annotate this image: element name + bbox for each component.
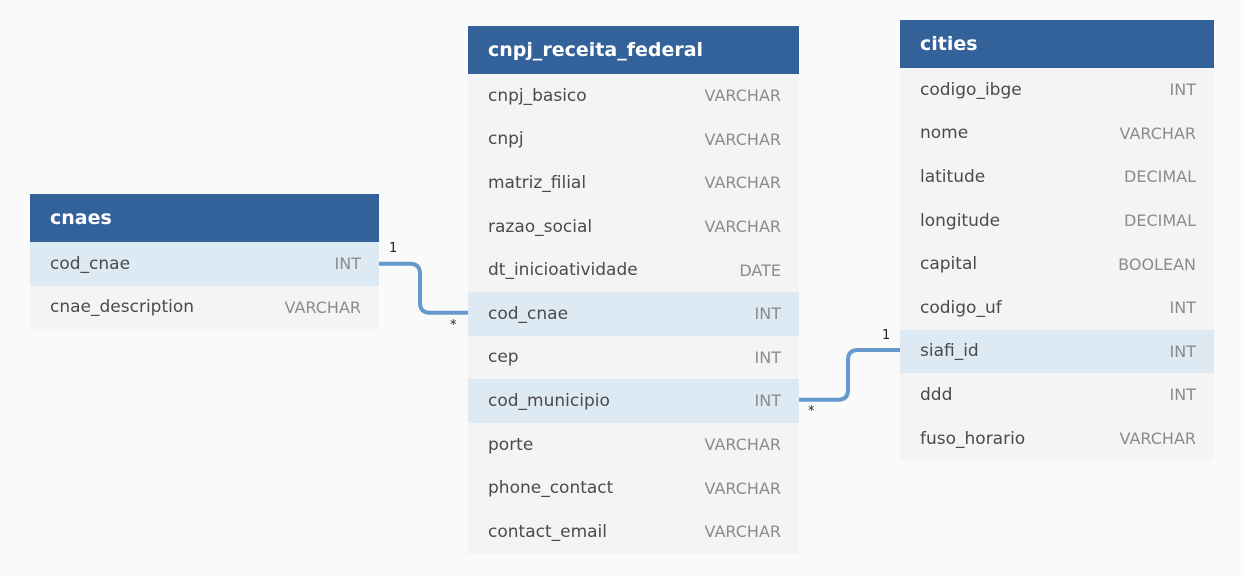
column-name: cep xyxy=(488,347,519,368)
column-name: contact_email xyxy=(488,521,607,542)
table-row[interactable]: contact_email VARCHAR xyxy=(468,510,799,554)
column-type: VARCHAR xyxy=(704,86,781,106)
column-type: INT xyxy=(1169,385,1196,405)
column-type: VARCHAR xyxy=(704,435,781,455)
column-name: cnpj_basico xyxy=(488,85,587,106)
column-name: capital xyxy=(920,254,978,275)
column-type: VARCHAR xyxy=(1119,123,1196,143)
table-cnaes[interactable]: cnaes cod_cnae INT cnae_description VARCHAR xyxy=(30,194,379,330)
column-type: VARCHAR xyxy=(704,173,781,193)
table-cities[interactable]: cities codigo_ibge INT nome VARCHAR latitude… xyxy=(900,20,1214,461)
table-row[interactable]: razao_social VARCHAR xyxy=(468,205,799,249)
column-name: cnae_description xyxy=(50,297,195,318)
column-name: latitude xyxy=(920,166,986,187)
column-type: INT xyxy=(754,391,781,411)
column-type: VARCHAR xyxy=(704,522,781,542)
table-row[interactable]: codigo_uf INT xyxy=(900,286,1214,330)
table-row[interactable]: longitude DECIMAL xyxy=(900,199,1214,243)
column-type: VARCHAR xyxy=(1119,429,1196,449)
column-type: BOOLEAN xyxy=(1118,254,1196,274)
table-row[interactable]: siafi_id INT xyxy=(900,329,1214,374)
column-name: longitude xyxy=(920,210,1001,231)
column-name: ddd xyxy=(920,384,953,405)
table-row[interactable]: codigo_ibge INT xyxy=(900,68,1214,112)
table-header[interactable]: cities xyxy=(900,20,1214,68)
column-type: DATE xyxy=(739,260,781,280)
cardinality-one-label: 1 xyxy=(882,328,891,343)
column-name: cod_cnae xyxy=(50,253,131,274)
column-type: VARCHAR xyxy=(704,129,781,149)
column-name: siafi_id xyxy=(920,341,979,362)
table-row[interactable]: matriz_filial VARCHAR xyxy=(468,161,799,205)
column-name: codigo_uf xyxy=(920,297,1002,318)
table-cnpj-receita-federal[interactable]: cnpj_receita_federal cnpj_basico VARCHAR c… xyxy=(468,26,799,554)
cardinality-many-label: * xyxy=(808,404,815,419)
column-type: INT xyxy=(1169,341,1196,361)
column-name: dt_inicioatividade xyxy=(488,260,638,281)
column-name: cod_cnae xyxy=(488,303,569,324)
table-header[interactable]: cnaes xyxy=(30,194,379,242)
table-row[interactable]: cnpj_basico VARCHAR xyxy=(468,74,799,118)
column-type: INT xyxy=(1169,298,1196,318)
column-name: cnpj xyxy=(488,129,524,150)
relationship-cnaes-cnpj-line[interactable] xyxy=(379,261,468,315)
column-type: VARCHAR xyxy=(704,478,781,498)
table-row[interactable]: capital BOOLEAN xyxy=(900,242,1214,286)
column-name: codigo_ibge xyxy=(920,79,1022,100)
column-name: cod_municipio xyxy=(488,390,610,411)
table-row[interactable]: dt_inicioatividade DATE xyxy=(468,248,799,292)
column-name: razao_social xyxy=(488,216,593,237)
relationship-cities-cnpj-line[interactable] xyxy=(799,348,900,402)
column-name: matriz_filial xyxy=(488,172,587,193)
table-row[interactable]: cnpj VARCHAR xyxy=(468,118,799,162)
column-name: nome xyxy=(920,123,969,144)
column-type: VARCHAR xyxy=(704,217,781,237)
column-type: INT xyxy=(1169,80,1196,100)
table-row[interactable]: cnae_description VARCHAR xyxy=(30,286,379,330)
table-row[interactable]: phone_contact VARCHAR xyxy=(468,466,799,510)
table-row[interactable]: latitude DECIMAL xyxy=(900,155,1214,199)
column-name: fuso_horario xyxy=(920,428,1026,449)
column-type: INT xyxy=(334,254,361,274)
table-row[interactable]: cod_cnae INT xyxy=(30,242,379,286)
table-row[interactable]: cod_cnae INT xyxy=(468,291,799,336)
column-name: porte xyxy=(488,434,534,455)
column-name: phone_contact xyxy=(488,478,614,499)
table-row[interactable]: ddd INT xyxy=(900,373,1214,417)
table-row[interactable]: porte VARCHAR xyxy=(468,423,799,467)
table-row[interactable]: cod_municipio INT xyxy=(468,379,799,423)
cardinality-one-label: 1 xyxy=(389,241,398,256)
table-row[interactable]: cep INT xyxy=(468,336,799,380)
table-row[interactable]: nome VARCHAR xyxy=(900,112,1214,156)
column-type: INT xyxy=(754,347,781,367)
table-header[interactable]: cnpj_receita_federal xyxy=(468,26,799,74)
column-type: DECIMAL xyxy=(1124,211,1196,231)
column-type: DECIMAL xyxy=(1124,167,1196,187)
column-type: INT xyxy=(754,304,781,324)
column-type: VARCHAR xyxy=(284,297,361,317)
cardinality-many-label: * xyxy=(450,318,457,333)
table-row[interactable]: fuso_horario VARCHAR xyxy=(900,417,1214,461)
